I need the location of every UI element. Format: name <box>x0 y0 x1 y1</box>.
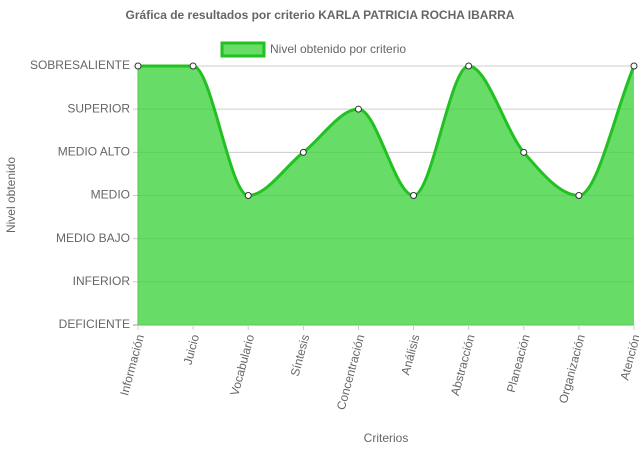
point <box>630 62 638 70</box>
chart-title: Gráfica de resultados por criterio KARLA… <box>126 8 515 22</box>
y-tick-label: MEDIO ALTO <box>58 145 130 159</box>
x-tick-label: Planeación <box>504 333 533 394</box>
point <box>410 192 418 199</box>
x-tick-label: Vocabulario <box>227 333 257 398</box>
x-tick-label: Juicio <box>181 333 203 367</box>
x-tick-label: Síntesis <box>288 333 313 378</box>
x-tick-label: Abstracción <box>448 333 478 397</box>
y-tick-label: INFERIOR <box>73 274 131 288</box>
x-tick-label: Información <box>117 333 147 397</box>
line <box>138 64 636 198</box>
x-tick-label: Análisis <box>398 333 422 377</box>
legend-swatch <box>220 41 266 58</box>
point <box>244 192 252 199</box>
y-tick-label: MEDIO <box>91 188 130 202</box>
y-tick-label: MEDIO BAJO <box>56 231 130 245</box>
x-tick-label: Atención <box>617 333 639 382</box>
point <box>134 62 142 70</box>
y-tick-label: DEFICIENTE <box>59 317 130 331</box>
point <box>465 62 473 70</box>
point <box>189 62 197 70</box>
point <box>520 148 528 156</box>
x-tick-label: Concentración <box>334 333 368 411</box>
point <box>354 105 362 113</box>
y-tick-label: SOBRESALIENTE <box>30 58 130 72</box>
point <box>299 148 307 156</box>
legend-label: Nivel obtenido por criterio <box>270 42 406 56</box>
y-axis-title: Nivel obtenido <box>4 157 18 233</box>
x-axis-title: Criterios <box>364 431 409 445</box>
x-tick-label: Organización <box>556 333 588 405</box>
y-tick-label: SUPERIOR <box>67 101 130 115</box>
point <box>575 192 583 199</box>
